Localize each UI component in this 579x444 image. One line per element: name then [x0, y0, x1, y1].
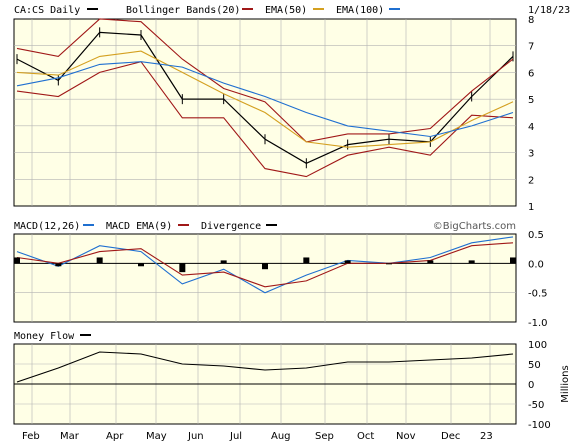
divergence-bar: [468, 260, 475, 264]
divergence-bar: [55, 263, 62, 267]
price-legend-swatch: [87, 8, 98, 10]
legend-ema100-label: EMA(100): [336, 5, 384, 16]
x-tick-label: Jul: [229, 431, 242, 442]
legend-bollinger-label: Bollinger Bands(20): [126, 5, 240, 16]
bb-lower-series: [16, 61, 514, 178]
price-panel: 1 2 3 4 5 6 7 8: [13, 15, 534, 213]
x-tick-label: Apr: [106, 431, 124, 442]
y-tick-label: 7: [528, 42, 534, 53]
legend-ema50-swatch: [313, 8, 324, 10]
watermark: ©BigCharts.com: [433, 221, 516, 232]
divergence-bar: [262, 263, 268, 270]
ema100-series: [16, 61, 514, 138]
x-tick-label: Oct: [357, 431, 374, 442]
x-tick-label: Mar: [60, 431, 80, 442]
money-flow-unit-label: Millions: [560, 365, 571, 402]
divergence-bar: [427, 260, 434, 264]
divergence-bar: [344, 260, 351, 264]
money-flow-legend-swatch: [80, 334, 91, 336]
divergence-bar: [386, 263, 392, 265]
macd-series: [16, 236, 514, 294]
macd-panel: 0.5 0.0 -0.5 -1.0: [13, 230, 548, 329]
money-flow-legend-label: Money Flow: [14, 331, 75, 342]
macd-legend-swatch: [83, 224, 94, 226]
y-tick-label: -0.5: [528, 289, 548, 300]
symbol-title: CA:CS Daily: [14, 5, 80, 16]
divergence-bar: [179, 263, 186, 273]
x-tick-label: Aug: [271, 431, 291, 442]
legend-ema100-swatch: [389, 8, 400, 10]
macd-ema-legend-label: MACD EMA(9): [106, 221, 172, 232]
y-tick-label: 0.0: [528, 259, 544, 270]
money-flow-panel: 100 50 0 -50 -100: [13, 340, 551, 431]
y-tick-label: 100: [528, 340, 547, 351]
x-tick-label: Dec: [441, 431, 460, 442]
y-tick-label: 5: [528, 95, 534, 106]
divergence-bar: [138, 263, 144, 267]
divergence-legend-label: Divergence: [201, 221, 261, 232]
legend-ema50-label: EMA(50): [265, 5, 307, 16]
divergence-bar: [220, 260, 227, 264]
ema50-series: [16, 50, 514, 148]
macd-ema-legend-swatch: [178, 224, 189, 226]
y-tick-label: -1.0: [528, 318, 548, 329]
macd-legend-label: MACD(12,26): [14, 221, 80, 232]
bb-upper-series: [16, 18, 514, 143]
y-tick-label: 6: [528, 68, 534, 79]
y-tick-label: -100: [528, 420, 551, 431]
chart-date: 1/18/23: [528, 5, 570, 16]
y-tick-label: 3: [528, 149, 534, 160]
divergence-bar: [96, 257, 103, 264]
y-tick-label: 2: [528, 175, 534, 186]
x-tick-label: Nov: [396, 431, 416, 442]
divergence-bar: [14, 257, 20, 264]
y-tick-label: -50: [528, 400, 544, 411]
divergence-bar: [510, 257, 516, 264]
x-axis: Feb Mar Apr May Jun Jul Aug Sep Oct Nov Dec 23: [22, 431, 493, 442]
x-tick-label: Jun: [187, 431, 204, 442]
divergence-legend-swatch: [266, 224, 277, 226]
x-tick-label: Sep: [315, 431, 334, 442]
y-tick-label: 4: [528, 122, 534, 133]
x-tick-label: May: [146, 431, 167, 442]
y-tick-label: 0.5: [528, 230, 544, 241]
y-tick-label: 8: [528, 15, 534, 26]
money-flow-series: [16, 351, 514, 383]
y-tick-label: 0: [528, 380, 534, 391]
legend-bollinger-swatch: [242, 8, 253, 10]
divergence-bar: [303, 257, 310, 264]
y-tick-label: 1: [528, 202, 534, 213]
y-tick-label: 50: [528, 360, 541, 371]
x-tick-label: Feb: [22, 431, 40, 442]
x-tick-label: 23: [480, 431, 493, 442]
